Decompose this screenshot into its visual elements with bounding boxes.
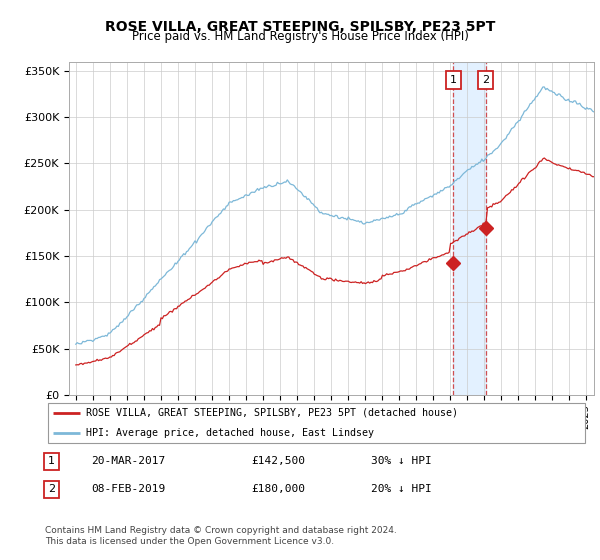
Text: 08-FEB-2019: 08-FEB-2019 bbox=[91, 484, 166, 494]
Text: 1: 1 bbox=[450, 75, 457, 85]
Text: Price paid vs. HM Land Registry's House Price Index (HPI): Price paid vs. HM Land Registry's House … bbox=[131, 30, 469, 43]
Text: £180,000: £180,000 bbox=[251, 484, 305, 494]
Text: HPI: Average price, detached house, East Lindsey: HPI: Average price, detached house, East… bbox=[86, 428, 374, 438]
FancyBboxPatch shape bbox=[48, 403, 585, 443]
Text: ROSE VILLA, GREAT STEEPING, SPILSBY, PE23 5PT (detached house): ROSE VILLA, GREAT STEEPING, SPILSBY, PE2… bbox=[86, 408, 458, 418]
Text: 2: 2 bbox=[48, 484, 55, 494]
Text: Contains HM Land Registry data © Crown copyright and database right 2024.
This d: Contains HM Land Registry data © Crown c… bbox=[45, 526, 397, 546]
Bar bbox=[454, 62, 485, 395]
Text: ROSE VILLA, GREAT STEEPING, SPILSBY, PE23 5PT: ROSE VILLA, GREAT STEEPING, SPILSBY, PE2… bbox=[105, 20, 495, 34]
Text: 20-MAR-2017: 20-MAR-2017 bbox=[91, 456, 166, 466]
Text: 2: 2 bbox=[482, 75, 489, 85]
Text: £142,500: £142,500 bbox=[251, 456, 305, 466]
Text: 1: 1 bbox=[48, 456, 55, 466]
Text: 20% ↓ HPI: 20% ↓ HPI bbox=[371, 484, 431, 494]
Text: 30% ↓ HPI: 30% ↓ HPI bbox=[371, 456, 431, 466]
